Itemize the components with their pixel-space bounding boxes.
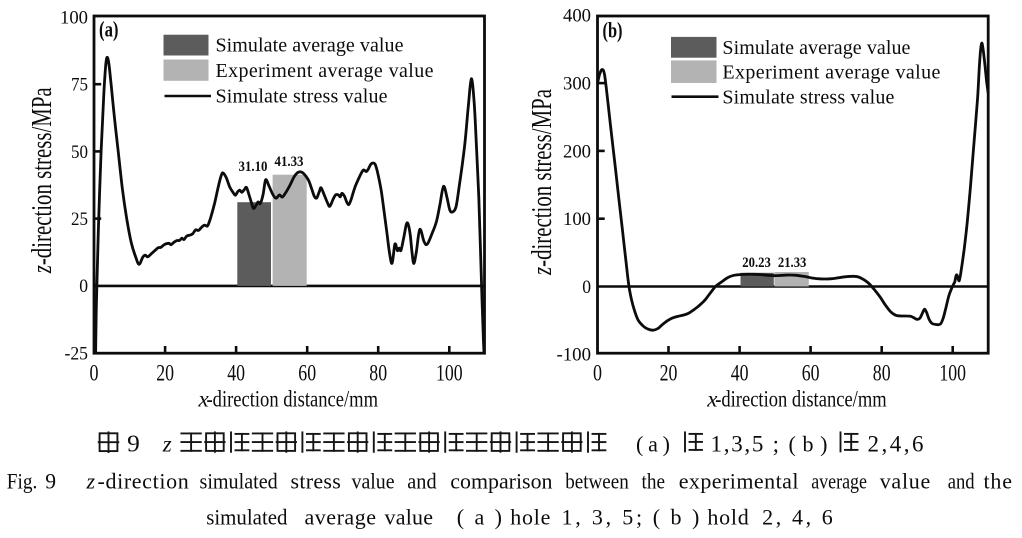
svg-text:41.33: 41.33: [275, 154, 304, 170]
svg-text:Experiment average value: Experiment average value: [216, 60, 434, 82]
svg-text:31.10: 31.10: [239, 159, 268, 175]
svg-text:0: 0: [79, 277, 88, 297]
svg-text:(a): (a): [457, 505, 502, 530]
svg-text:100: 100: [436, 361, 463, 387]
svg-text:simulated: simulated: [200, 469, 278, 494]
svg-text:stress: stress: [291, 469, 341, 494]
svg-text:200: 200: [563, 142, 591, 162]
svg-text:x: x: [706, 387, 718, 412]
svg-text:-direction distance/mm: -direction distance/mm: [715, 387, 887, 412]
svg-text:20: 20: [660, 361, 678, 387]
svg-text:25: 25: [71, 210, 88, 230]
svg-text:value: value: [880, 469, 931, 494]
svg-text:(a): (a): [636, 431, 670, 456]
svg-text:Simulate average value: Simulate average value: [216, 35, 404, 57]
svg-text:average: average: [811, 469, 867, 494]
svg-text:100: 100: [563, 210, 591, 230]
svg-text:(b): (b): [653, 505, 700, 530]
svg-text:40: 40: [227, 361, 245, 387]
svg-text:(b): (b): [789, 431, 828, 456]
svg-text:between: between: [565, 469, 629, 494]
svg-text:value: value: [385, 505, 434, 530]
svg-text:0: 0: [90, 361, 99, 387]
svg-text:20.23: 20.23: [742, 255, 771, 271]
svg-text:(b): (b): [603, 18, 623, 43]
svg-text:z-direction stress/MPa: z-direction stress/MPa: [527, 89, 558, 276]
svg-text:Simulate stress value: Simulate stress value: [722, 86, 894, 108]
svg-text:z-direction stress/MPa: z-direction stress/MPa: [27, 87, 58, 274]
svg-text:400: 400: [563, 7, 591, 27]
svg-text:21.33: 21.33: [778, 255, 807, 271]
svg-text:Fig.: Fig.: [7, 469, 38, 494]
svg-text:z: z: [162, 431, 172, 456]
svg-text:Simulate average value: Simulate average value: [722, 37, 910, 59]
svg-text:100: 100: [60, 8, 88, 28]
svg-text:0: 0: [582, 278, 591, 298]
svg-text:Simulate stress value: Simulate stress value: [216, 86, 388, 108]
svg-text:average: average: [305, 505, 377, 530]
svg-text:60: 60: [802, 361, 820, 387]
svg-text:75: 75: [71, 76, 88, 96]
svg-text:9: 9: [45, 469, 56, 494]
svg-text:the: the: [984, 469, 1013, 494]
svg-text:Experiment average value: Experiment average value: [722, 61, 940, 83]
svg-text:1,3,5 ;: 1,3,5 ;: [711, 431, 780, 456]
svg-text:-direction: -direction: [98, 469, 189, 494]
svg-text:300: 300: [563, 75, 591, 95]
svg-text:hold: hold: [707, 505, 748, 530]
svg-text:value: value: [352, 469, 395, 494]
svg-text:(a): (a): [99, 17, 119, 42]
svg-text:simulated: simulated: [206, 505, 287, 530]
svg-text:80: 80: [369, 361, 387, 387]
svg-text:9: 9: [127, 430, 140, 457]
svg-text:hole: hole: [510, 505, 550, 530]
svg-text:50: 50: [71, 143, 88, 163]
svg-text:2, 4, 6: 2, 4, 6: [762, 505, 833, 530]
svg-text:1, 3, 5;: 1, 3, 5;: [562, 505, 643, 530]
svg-text:comparison: comparison: [450, 469, 552, 494]
svg-text:the: the: [642, 469, 666, 494]
svg-text:experimental: experimental: [679, 469, 799, 494]
svg-text:60: 60: [298, 361, 316, 387]
svg-text:z: z: [86, 469, 96, 494]
svg-text:0: 0: [593, 361, 602, 387]
svg-text:-100: -100: [557, 346, 592, 366]
svg-text:-direction distance/mm: -direction distance/mm: [207, 387, 379, 412]
svg-text:2,4,6: 2,4,6: [868, 431, 924, 456]
svg-text:and: and: [407, 469, 436, 494]
svg-text:20: 20: [156, 361, 174, 387]
svg-text:x: x: [198, 387, 210, 412]
svg-text:-25: -25: [65, 344, 89, 364]
svg-text:100: 100: [939, 361, 966, 387]
svg-text:40: 40: [731, 361, 749, 387]
svg-text:and: and: [948, 469, 975, 494]
svg-text:80: 80: [873, 361, 891, 387]
